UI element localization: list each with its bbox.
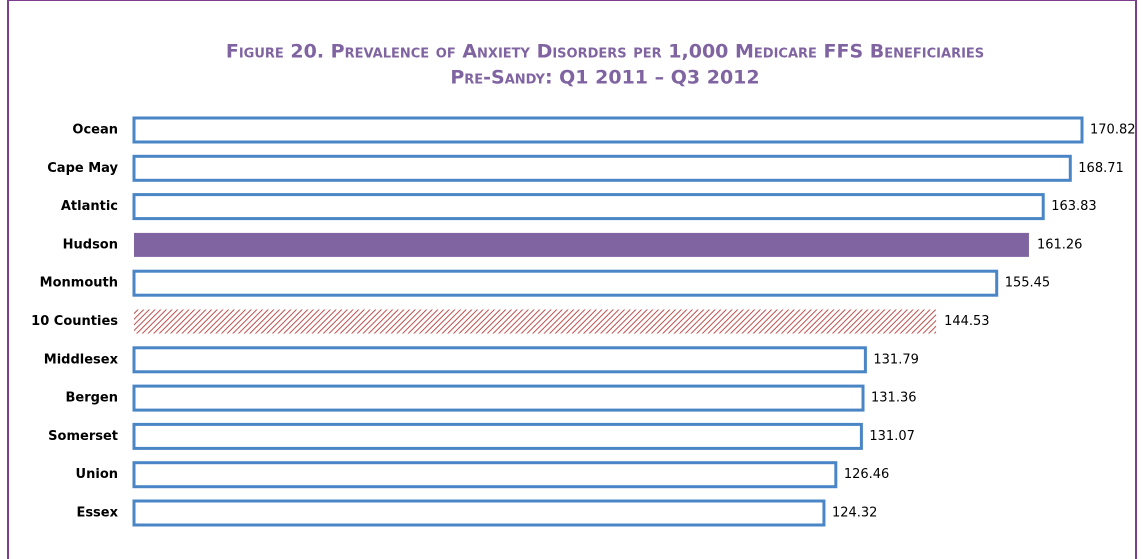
value-label: 163.83 [1051, 199, 1097, 214]
value-label: 131.79 [873, 352, 919, 367]
bar [134, 309, 937, 334]
category-label: Monmouth [40, 276, 118, 291]
category-label: Ocean [72, 123, 118, 138]
category-label: Essex [76, 506, 118, 521]
bar [132, 346, 867, 374]
bar [132, 384, 865, 412]
value-label: 124.32 [832, 506, 878, 521]
bar [132, 193, 1045, 221]
value-label: 126.46 [844, 467, 890, 482]
category-label: Union [76, 467, 118, 482]
bar [132, 461, 838, 489]
chart-title: Figure 20. Prevalence of Anxiety Disorde… [226, 41, 984, 63]
bar [134, 232, 1029, 257]
value-label: 170.82 [1090, 123, 1136, 138]
chart-subtitle: Pre-Sandy: Q1 2011 – Q3 2012 [450, 67, 759, 89]
category-label: Somerset [48, 429, 118, 444]
bar [132, 154, 1072, 182]
bar [132, 499, 826, 527]
value-label: 144.53 [944, 314, 990, 329]
category-label: Atlantic [61, 199, 118, 214]
value-label: 161.26 [1037, 237, 1083, 252]
value-label: 131.07 [869, 429, 915, 444]
category-label: Middlesex [44, 352, 119, 367]
category-label: 10 Counties [31, 314, 118, 329]
value-label: 155.45 [1005, 276, 1051, 291]
value-label: 168.71 [1078, 161, 1124, 176]
category-label: Bergen [65, 391, 118, 406]
value-label: 131.36 [871, 391, 917, 406]
bar [132, 269, 999, 297]
frame [7, 0, 1137, 559]
category-label: Cape May [47, 161, 118, 176]
bar [132, 116, 1084, 144]
bar [132, 422, 863, 450]
category-label: Hudson [63, 237, 118, 252]
